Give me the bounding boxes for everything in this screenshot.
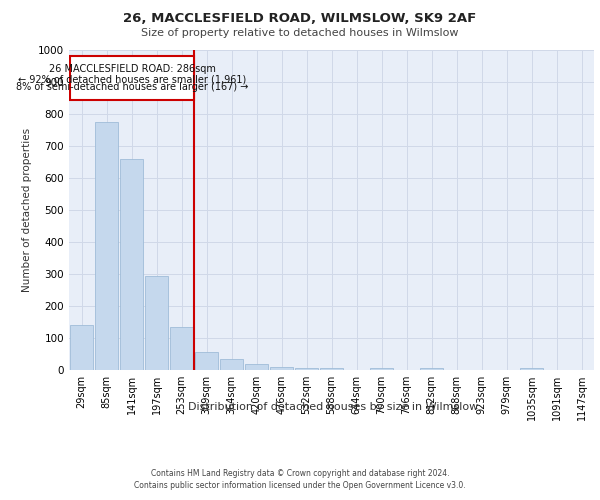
Text: 26 MACCLESFIELD ROAD: 286sqm: 26 MACCLESFIELD ROAD: 286sqm bbox=[49, 64, 215, 74]
Bar bbox=[270, 367, 293, 370]
FancyBboxPatch shape bbox=[70, 56, 194, 100]
Y-axis label: Number of detached properties: Number of detached properties bbox=[22, 128, 32, 292]
Bar bbox=[220, 359, 243, 370]
Bar bbox=[120, 159, 143, 370]
Bar bbox=[145, 276, 168, 370]
Bar bbox=[70, 325, 93, 370]
Text: 8% of semi-detached houses are larger (167) →: 8% of semi-detached houses are larger (1… bbox=[16, 82, 248, 92]
Bar bbox=[295, 368, 318, 370]
Bar bbox=[170, 327, 193, 370]
Bar bbox=[95, 122, 118, 370]
Text: Contains HM Land Registry data © Crown copyright and database right 2024.
Contai: Contains HM Land Registry data © Crown c… bbox=[134, 468, 466, 490]
Bar bbox=[520, 368, 543, 370]
Bar bbox=[195, 352, 218, 370]
Bar bbox=[370, 368, 393, 370]
Text: 26, MACCLESFIELD ROAD, WILMSLOW, SK9 2AF: 26, MACCLESFIELD ROAD, WILMSLOW, SK9 2AF bbox=[124, 12, 476, 26]
Text: ← 92% of detached houses are smaller (1,961): ← 92% of detached houses are smaller (1,… bbox=[18, 74, 246, 85]
Bar bbox=[245, 364, 268, 370]
Bar bbox=[320, 368, 343, 370]
Text: Distribution of detached houses by size in Wilmslow: Distribution of detached houses by size … bbox=[188, 402, 478, 412]
Text: Size of property relative to detached houses in Wilmslow: Size of property relative to detached ho… bbox=[141, 28, 459, 38]
Bar bbox=[420, 368, 443, 370]
